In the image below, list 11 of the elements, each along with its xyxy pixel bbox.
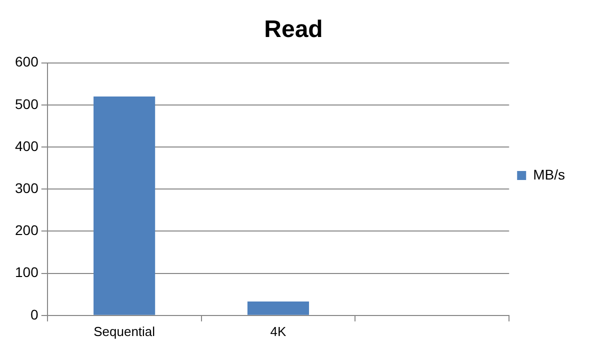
x-tick-label: Sequential — [94, 324, 156, 339]
legend-label: MB/s — [533, 166, 565, 182]
y-tick-label: 600 — [15, 54, 39, 70]
y-tick-label: 400 — [15, 138, 39, 154]
y-tick-label: 500 — [15, 96, 39, 112]
x-tick-label: 4K — [270, 324, 287, 339]
y-tick-label: 0 — [30, 306, 39, 322]
y-tick-label: 200 — [15, 222, 39, 238]
chart-title: Read — [264, 16, 323, 44]
y-tick-label: 100 — [15, 264, 39, 280]
y-tick-label: 300 — [15, 180, 39, 196]
